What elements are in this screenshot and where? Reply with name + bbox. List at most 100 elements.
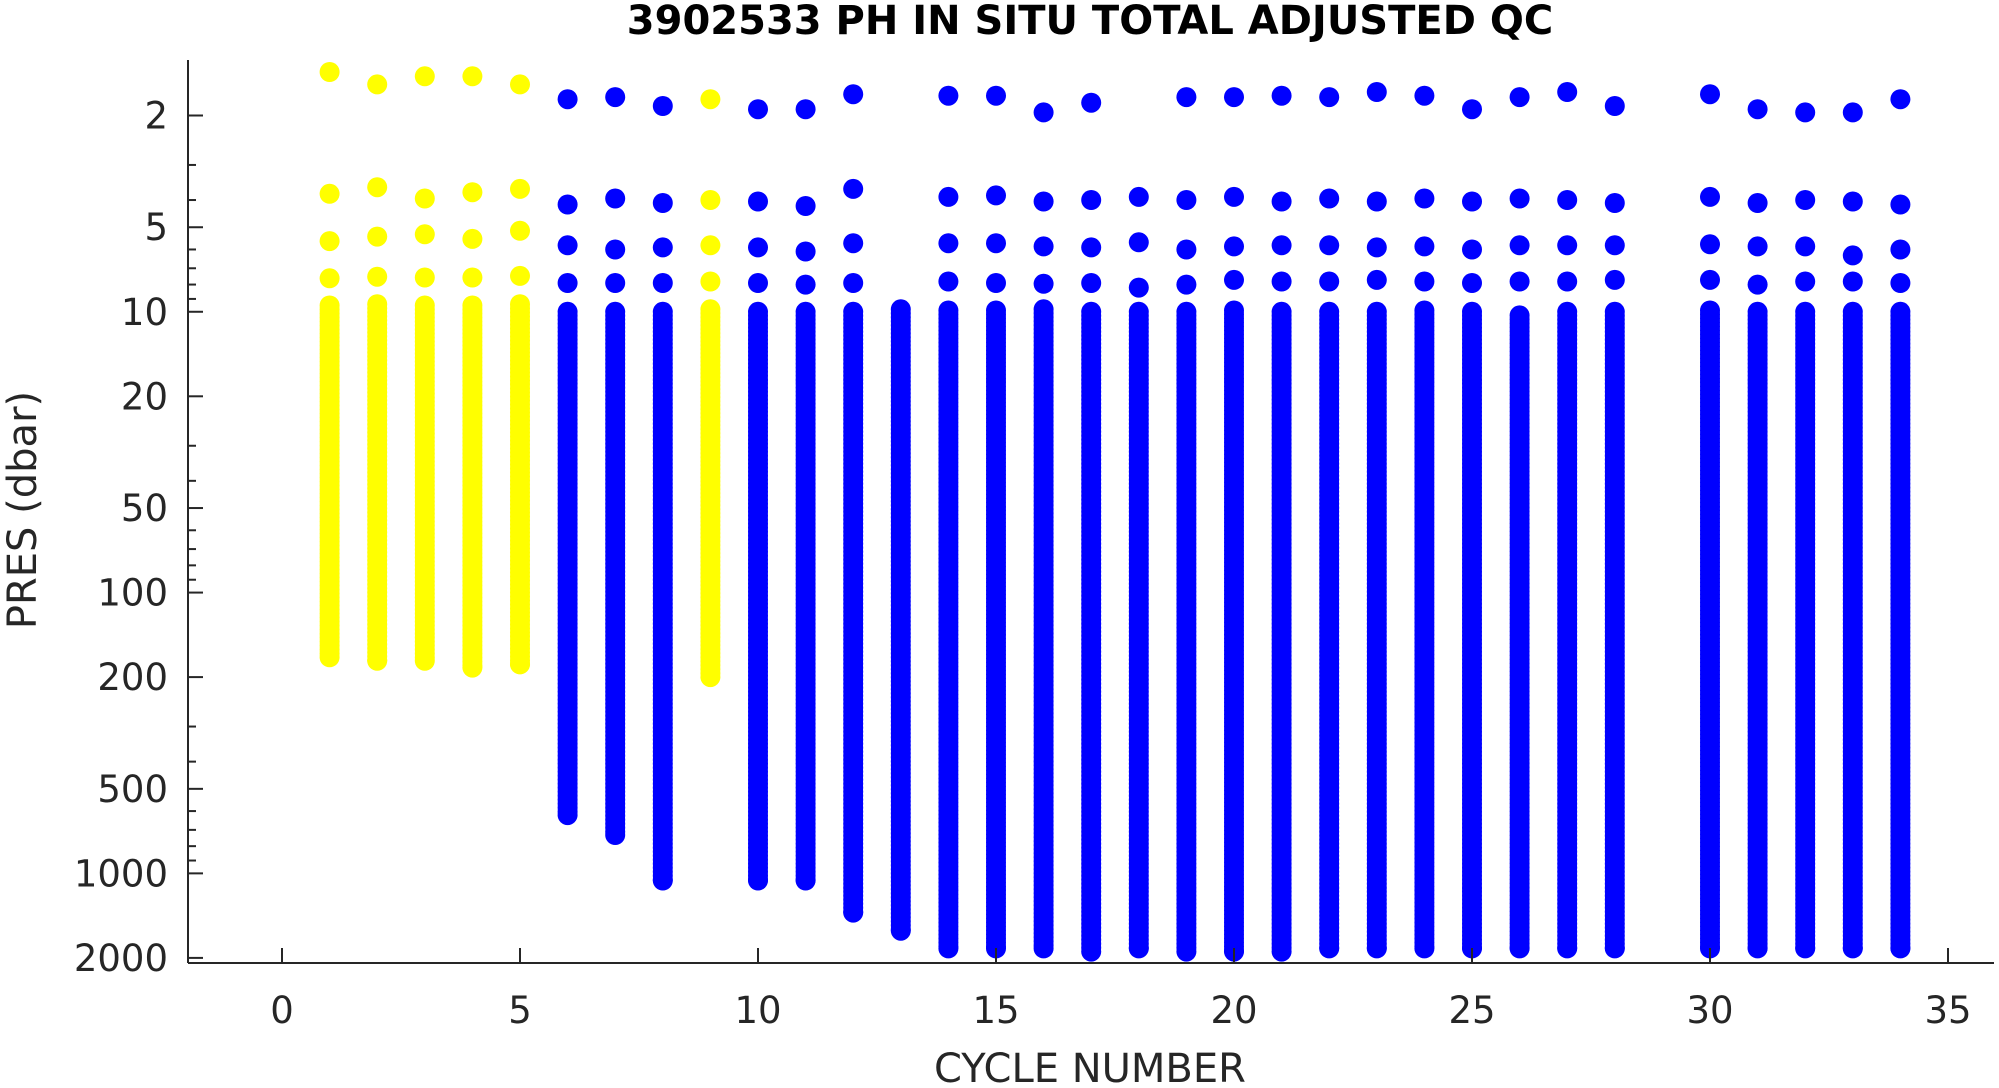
data-point (1747, 99, 1768, 120)
data-point (510, 74, 530, 95)
data-point (843, 273, 864, 293)
profile-cycle-4 (462, 66, 483, 678)
data-point (367, 74, 388, 95)
data-point (1176, 239, 1197, 260)
data-point (1890, 239, 1911, 260)
profile-cycle-3 (414, 66, 435, 671)
profile-cycle-33 (1842, 102, 1863, 959)
data-point (1842, 102, 1863, 123)
y-axis-label: PRES (dbar) (0, 391, 46, 629)
data-point (1414, 188, 1435, 209)
data-point (652, 870, 673, 891)
data-point (1224, 186, 1244, 207)
y-tick-label: 100 (97, 572, 168, 615)
profile-cycle-31 (1747, 99, 1768, 959)
data-point (1795, 190, 1816, 210)
data-point (1890, 89, 1911, 110)
data-point (1509, 235, 1530, 256)
data-point (1890, 273, 1911, 293)
data-point (1604, 938, 1625, 959)
data-point (557, 273, 578, 293)
data-point (605, 273, 626, 293)
profile-cycle-26 (1509, 87, 1530, 959)
profile-cycle-17 (1081, 92, 1102, 962)
data-point (700, 190, 721, 210)
profile-cycle-11 (795, 99, 816, 891)
data-point (795, 870, 816, 891)
chart-title: 3902533 PH IN SITU TOTAL ADJUSTED QC (627, 0, 1553, 44)
data-point (843, 233, 864, 254)
data-point (1271, 271, 1292, 292)
data-point (462, 657, 483, 678)
profile-cycle-22 (1319, 87, 1340, 959)
data-point (1271, 235, 1292, 256)
data-point (938, 85, 959, 106)
profile-cycle-27 (1557, 82, 1578, 959)
data-point (1414, 85, 1435, 106)
data-point (938, 938, 959, 959)
data-point (1033, 191, 1054, 212)
data-point (1033, 236, 1054, 257)
x-ticks: 0 5 10 15 20 25 30 35 (270, 948, 1972, 1032)
profile-cycle-1 (319, 62, 340, 668)
data-point (748, 870, 768, 891)
data-point (1462, 273, 1482, 293)
data-point (462, 228, 483, 249)
profile-cycle-25 (1462, 99, 1482, 959)
data-point (938, 233, 959, 254)
data-point (652, 273, 673, 293)
data-point (462, 267, 483, 288)
data-point (605, 825, 626, 845)
data-point (1890, 938, 1911, 959)
data-point (843, 902, 864, 923)
data-point (843, 84, 864, 105)
data-point (1366, 237, 1387, 258)
data-point (1366, 82, 1387, 102)
plot-area (319, 62, 1911, 962)
x-tick-label: 0 (270, 989, 294, 1032)
data-point (1033, 102, 1054, 123)
data-point (462, 182, 483, 203)
data-point (986, 85, 1006, 106)
data-point (795, 241, 816, 262)
data-point (1604, 235, 1625, 256)
data-point (1604, 96, 1625, 116)
y-tick-label: 20 (121, 375, 168, 418)
data-point (1557, 235, 1578, 256)
data-point (748, 99, 768, 120)
data-point (367, 650, 388, 671)
data-point (414, 188, 435, 209)
data-point (605, 188, 626, 209)
data-point (986, 233, 1006, 254)
data-point (510, 220, 530, 241)
y-tick-label: 1000 (74, 852, 168, 895)
profile-cycle-7 (605, 87, 626, 845)
data-point (557, 235, 578, 256)
data-point (1319, 235, 1340, 256)
data-point (1176, 274, 1197, 295)
data-point (605, 239, 626, 260)
profile-cycle-10 (748, 99, 768, 891)
data-point (700, 89, 721, 110)
x-tick-label: 35 (1924, 989, 1971, 1032)
data-point (986, 185, 1006, 206)
data-point (319, 231, 340, 252)
y-tick-label: 200 (97, 656, 168, 699)
data-point (1366, 269, 1387, 290)
data-point (1224, 269, 1244, 290)
data-point (1462, 99, 1482, 120)
data-point (319, 647, 340, 668)
data-point (1604, 193, 1625, 213)
y-tick-label: 2000 (74, 937, 168, 980)
data-point (1176, 941, 1197, 962)
data-point (1509, 87, 1530, 108)
data-point (938, 271, 959, 292)
profile-cycle-8 (652, 96, 673, 891)
data-point (1081, 190, 1102, 210)
data-point (700, 667, 721, 688)
data-point (1842, 271, 1863, 292)
data-point (1795, 236, 1816, 257)
data-point (414, 267, 435, 288)
data-point (1795, 271, 1816, 292)
data-point (1081, 941, 1102, 962)
